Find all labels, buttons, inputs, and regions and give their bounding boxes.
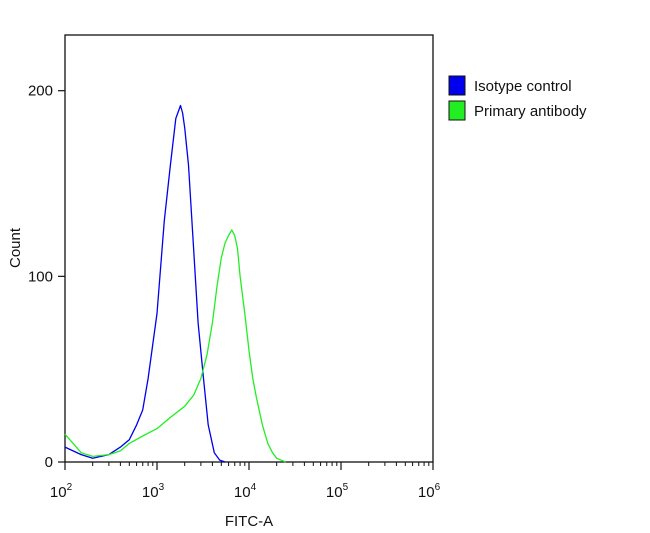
y-axis-title: Count [7, 227, 24, 268]
legend-swatch [448, 100, 466, 121]
x-tick-label: 103 [142, 482, 165, 501]
series-line-isotype-control [64, 104, 226, 463]
x-tick-label: 105 [326, 482, 349, 501]
series-layer [64, 104, 286, 463]
x-tick-label: 102 [50, 482, 73, 501]
y-tick-label: 0 [45, 454, 53, 471]
x-axis-ticks: 102 103 104 105 106 [50, 462, 441, 501]
series-line-primary-antibody [64, 229, 286, 463]
x-axis-title: FITC-A [225, 513, 273, 530]
x-tick-label: 104 [234, 482, 257, 501]
legend-label: Primary antibody [474, 103, 587, 120]
x-tick-label: 106 [418, 482, 441, 501]
legend: Isotype control Primary antibody [448, 75, 587, 121]
x-minor-ticks [92, 462, 430, 466]
legend-label: Isotype control [474, 78, 572, 95]
plot-frame [64, 34, 434, 463]
y-tick-label: 100 [28, 268, 53, 285]
y-tick-label: 200 [28, 83, 53, 100]
y-axis-ticks: 0 100 200 [28, 83, 65, 471]
legend-swatch [448, 75, 466, 96]
